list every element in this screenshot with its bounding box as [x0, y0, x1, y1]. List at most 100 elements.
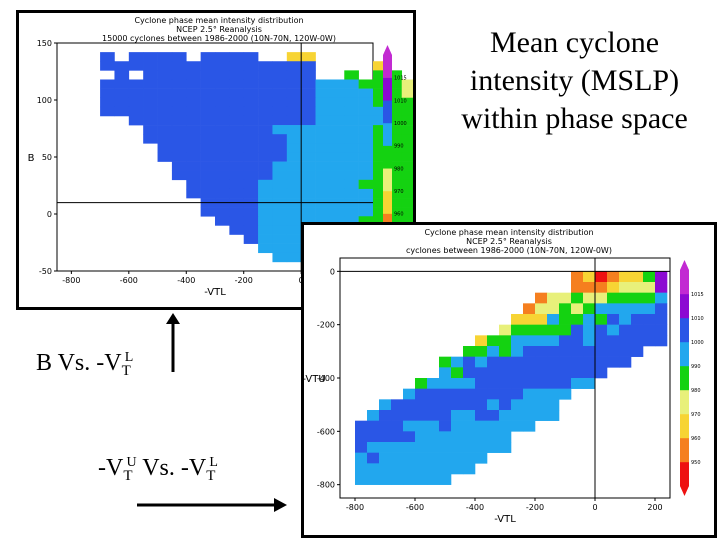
heatmap-cell [215, 97, 230, 108]
colorbar-label: 1010 [691, 316, 704, 322]
heatmap-cell [511, 314, 524, 325]
heatmap-cell [451, 452, 464, 464]
colorbar-segment [680, 318, 689, 343]
heatmap-cell [427, 420, 440, 432]
heatmap-cell [301, 97, 316, 108]
heatmap-cell [595, 346, 608, 357]
heatmap-cell [215, 134, 230, 144]
heatmap-cell [258, 134, 273, 144]
heatmap-cell [301, 188, 316, 199]
heatmap-cell [523, 420, 536, 432]
heatmap-cell [143, 125, 158, 135]
heatmap-cell [355, 452, 368, 464]
heatmap-cell [427, 399, 440, 411]
heatmap-cell [286, 125, 302, 135]
heatmap-cell [373, 188, 388, 199]
heatmap-cell [439, 452, 452, 464]
label-vtu-sup-2: L [209, 455, 218, 470]
heatmap-cell [329, 143, 345, 153]
heatmap-cell [358, 79, 374, 89]
heatmap-cell [373, 179, 388, 190]
heatmap-cell [286, 243, 302, 254]
heatmap-cell [451, 463, 464, 475]
heatmap-cell [607, 346, 620, 357]
heatmap-cell [401, 115, 413, 126]
heatmap-cell [186, 79, 201, 89]
label-vtu-sub-2: T [206, 468, 216, 484]
heatmap-cell [535, 303, 548, 315]
heatmap-cell [286, 152, 302, 162]
heatmap-cell [373, 216, 388, 226]
heatmap-cell [391, 431, 404, 443]
heatmap-cell [427, 474, 440, 485]
x-tick-label: -800 [346, 503, 364, 512]
heatmap-cell [463, 346, 476, 357]
heatmap-cell [200, 115, 216, 126]
heatmap-cell [344, 216, 359, 226]
heatmap-cell [229, 70, 245, 80]
heatmap-cell [559, 324, 572, 336]
heatmap-cell [215, 88, 230, 99]
chart-title-line: NCEP 2.5° Reanalysis [176, 25, 262, 34]
heatmap-cell [523, 303, 536, 315]
heatmap-cell [329, 97, 345, 108]
heatmap-cell [401, 161, 413, 171]
heatmap-cell [387, 143, 403, 153]
heatmap-cell [315, 97, 331, 108]
heatmap-cell [655, 314, 668, 325]
heatmap-cell [607, 271, 620, 283]
colorbar-label: 980 [691, 388, 701, 394]
heatmap-cell [186, 152, 201, 162]
x-axis-label: -VTL [494, 514, 516, 525]
heatmap-cell [619, 346, 632, 357]
heatmap-cell [315, 179, 331, 190]
heatmap-cell [215, 179, 230, 190]
heatmap-cell [463, 388, 476, 400]
heatmap-cell [607, 356, 620, 368]
heatmap-cell [301, 216, 316, 226]
heatmap-cell [171, 143, 187, 153]
colorbar-label: 1010 [394, 98, 407, 104]
heatmap-cell [258, 70, 273, 80]
heatmap-cell [329, 207, 345, 217]
heatmap-cell [547, 388, 560, 400]
heatmap-cells [355, 271, 668, 485]
heatmap-cell [403, 474, 416, 485]
heatmap-cell [535, 324, 548, 336]
heatmap-cell [559, 388, 572, 400]
colorbar-segment [383, 55, 392, 78]
heatmap-cell [439, 367, 452, 379]
heatmap-cell [619, 335, 632, 347]
heatmap-cell [157, 88, 173, 99]
heatmap-cell [344, 115, 359, 126]
heatmap-cell [272, 179, 288, 190]
heatmap-cell [358, 216, 374, 226]
chart-title-line: NCEP 2.5° Reanalysis [466, 237, 552, 246]
heatmap-cell [272, 188, 288, 199]
heatmap-cell [547, 356, 560, 368]
heatmap-cell [215, 115, 230, 126]
heatmap-cell [523, 367, 536, 379]
heatmap-cell [391, 420, 404, 432]
heatmap-cell [329, 179, 345, 190]
heatmap-cell [547, 292, 560, 304]
colorbar-label: 1000 [394, 121, 407, 127]
heatmap-cell [439, 431, 452, 443]
heatmap-cell [329, 134, 345, 144]
heatmap-cell [114, 70, 130, 80]
heatmap-cell [571, 367, 584, 379]
heatmap-cell [215, 125, 230, 135]
heatmap-cell [631, 282, 644, 293]
heatmap-cell [301, 125, 316, 135]
heatmap-cell [607, 335, 620, 347]
heatmap-cell [475, 399, 488, 411]
heatmap-cell [200, 170, 216, 181]
heatmap-cell [439, 474, 452, 485]
heatmap-cell [315, 152, 331, 162]
colorbar-segment [680, 462, 689, 487]
heatmap-cell [463, 431, 476, 443]
heatmap-cell [401, 134, 413, 144]
heatmap-cell [387, 216, 403, 226]
heatmap-cell [511, 420, 524, 432]
label-b-sup: L [124, 350, 134, 365]
